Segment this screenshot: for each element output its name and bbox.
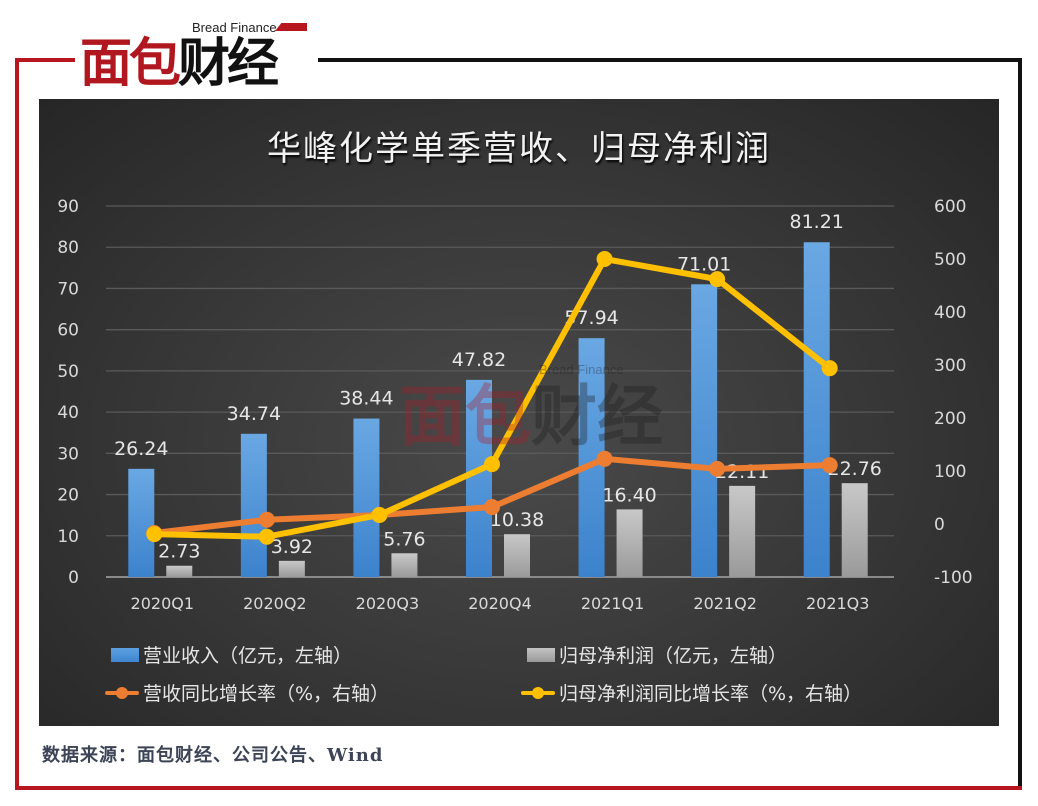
chart-title: 华峰化学单季营收、归母净利润 bbox=[267, 129, 771, 169]
bar-label-revenue: 26.24 bbox=[114, 438, 168, 460]
net-profit-yoy-marker bbox=[258, 528, 275, 545]
bar-label-revenue: 47.82 bbox=[452, 349, 506, 371]
bar-revenue bbox=[466, 379, 492, 577]
x-axis-tick-label: 2020Q4 bbox=[468, 594, 532, 613]
watermark-logo: 面包 bbox=[399, 378, 531, 455]
x-axis-tick-label: 2020Q1 bbox=[131, 594, 195, 613]
frame-right-border bbox=[1018, 58, 1022, 790]
bar-revenue bbox=[353, 418, 380, 577]
revenue-yoy-marker bbox=[258, 511, 275, 528]
bar-label-net-profit: 10.38 bbox=[490, 509, 544, 531]
bar-net-profit bbox=[166, 565, 193, 577]
legend-item-net-profit-yoy: 归母净利润同比增长率（%，右轴） bbox=[521, 679, 862, 706]
net-profit-yoy-marker bbox=[484, 456, 500, 473]
watermark-logo: 财经 bbox=[531, 378, 663, 455]
revenue-yoy-marker bbox=[596, 450, 613, 467]
bar-revenue bbox=[128, 468, 155, 577]
bar-label-net-profit: 5.76 bbox=[383, 528, 425, 550]
bar-revenue bbox=[240, 433, 267, 577]
bar-net-profit bbox=[841, 483, 868, 577]
bar-net-profit bbox=[616, 509, 643, 577]
net-profit-yoy-marker bbox=[596, 251, 613, 267]
left-axis-tick-label: 0 bbox=[68, 568, 79, 588]
right-axis-tick-label: 500 bbox=[934, 250, 966, 270]
legend-swatch-orange-line bbox=[105, 686, 139, 700]
right-axis-tick-label: -100 bbox=[934, 568, 973, 588]
left-axis-tick-label: 90 bbox=[57, 197, 79, 217]
bar-label-revenue: 34.74 bbox=[227, 403, 281, 425]
legend-item-net-profit: 归母净利润（亿元，左轴） bbox=[527, 641, 787, 668]
bar-revenue bbox=[803, 242, 830, 578]
left-axis-tick-label: 70 bbox=[57, 279, 79, 299]
left-axis-tick-label: 30 bbox=[57, 444, 79, 464]
left-axis-tick-label: 40 bbox=[57, 403, 79, 423]
frame-top-red-border bbox=[15, 58, 75, 62]
chart-plot-area: 0 10 20 30 40 50 60 70 80 90 -100 0 100 200 300 400 500 6… bbox=[57, 197, 973, 613]
right-axis-tick-label: 100 bbox=[934, 462, 966, 482]
frame-top-black-border bbox=[318, 58, 1022, 62]
legend-item-revenue: 营业收入（亿元，左轴） bbox=[111, 641, 352, 668]
bar-label-revenue: 81.21 bbox=[790, 211, 844, 233]
x-axis-tick-label: 2021Q3 bbox=[806, 594, 870, 613]
left-axis-tick-label: 10 bbox=[57, 527, 79, 547]
brand-logo: Bread Finance 面包财经 bbox=[77, 20, 315, 98]
bar-net-profit bbox=[504, 534, 530, 577]
revenue-yoy-marker bbox=[484, 499, 500, 516]
left-axis-tick-label: 60 bbox=[57, 321, 79, 341]
x-axis-tick-label: 2021Q1 bbox=[581, 594, 645, 613]
revenue-yoy-marker bbox=[821, 457, 838, 474]
net-profit-yoy-marker bbox=[371, 506, 388, 523]
left-axis-tick-label: 20 bbox=[57, 486, 79, 506]
revenue-yoy-marker bbox=[709, 460, 726, 477]
brand-accent-bar bbox=[275, 23, 307, 31]
bar-label-net-profit: 2.73 bbox=[158, 541, 200, 563]
x-axis-tick-label: 2021Q2 bbox=[693, 594, 757, 613]
legend-item-revenue-yoy: 营收同比增长率（%，右轴） bbox=[105, 679, 389, 706]
right-axis-tick-label: 200 bbox=[934, 409, 966, 429]
legend-swatch-yellow-line bbox=[521, 686, 555, 700]
right-axis-tick-label: 0 bbox=[934, 515, 945, 535]
x-axis-tick-label: 2020Q3 bbox=[356, 594, 420, 613]
x-axis-tick-label: 2020Q2 bbox=[243, 594, 307, 613]
frame-bottom-border bbox=[15, 786, 1022, 790]
legend-swatch-gray-bar bbox=[527, 647, 555, 662]
chart-panel: 华峰化学单季营收、归母净利润 0 10 20 30 40 50 60 70 80 90 -100 0 1… bbox=[39, 99, 999, 726]
net-profit-yoy-marker bbox=[146, 526, 163, 543]
right-axis-tick-label: 600 bbox=[934, 197, 966, 217]
brand-english-name: Bread Finance bbox=[192, 20, 277, 35]
bar-label-net-profit: 22.76 bbox=[828, 458, 882, 480]
left-axis-tick-label: 50 bbox=[57, 362, 79, 382]
bar-label-revenue: 71.01 bbox=[677, 253, 731, 275]
net-profit-yoy-marker bbox=[709, 271, 726, 288]
bar-label-net-profit: 16.40 bbox=[602, 484, 656, 506]
left-axis-tick-label: 80 bbox=[57, 238, 79, 258]
legend-swatch-blue-bar bbox=[111, 647, 139, 662]
bar-label-revenue: 38.44 bbox=[339, 388, 393, 410]
bar-label-net-profit: 3.92 bbox=[271, 536, 313, 558]
bar-net-profit bbox=[729, 485, 756, 577]
bar-net-profit bbox=[278, 560, 305, 577]
right-axis-tick-label: 400 bbox=[934, 303, 966, 323]
bar-revenue bbox=[691, 284, 718, 577]
net-profit-yoy-marker bbox=[821, 360, 838, 377]
frame-left-border bbox=[15, 58, 19, 790]
data-source-note: 数据来源：面包财经、公司公告、Wind bbox=[42, 745, 384, 766]
brand-chinese-name: 面包财经 bbox=[80, 34, 279, 94]
watermark-english: Bread Finance bbox=[539, 362, 624, 377]
chart-legend: 营业收入（亿元，左轴） 归母净利润（亿元，左轴） 营收同比增长率（%，右轴） 归… bbox=[39, 637, 999, 707]
bar-net-profit bbox=[391, 553, 418, 577]
right-axis-tick-label: 300 bbox=[934, 356, 966, 376]
